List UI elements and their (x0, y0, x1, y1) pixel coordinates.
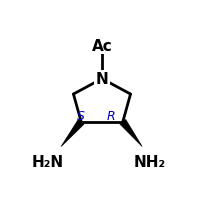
Polygon shape (61, 120, 84, 147)
Text: NH₂: NH₂ (134, 155, 166, 170)
Text: N: N (96, 72, 108, 87)
Text: S: S (77, 110, 85, 123)
Text: R: R (106, 110, 115, 123)
Text: Ac: Ac (92, 39, 112, 54)
Polygon shape (120, 120, 142, 147)
Text: H₂N: H₂N (31, 155, 63, 170)
